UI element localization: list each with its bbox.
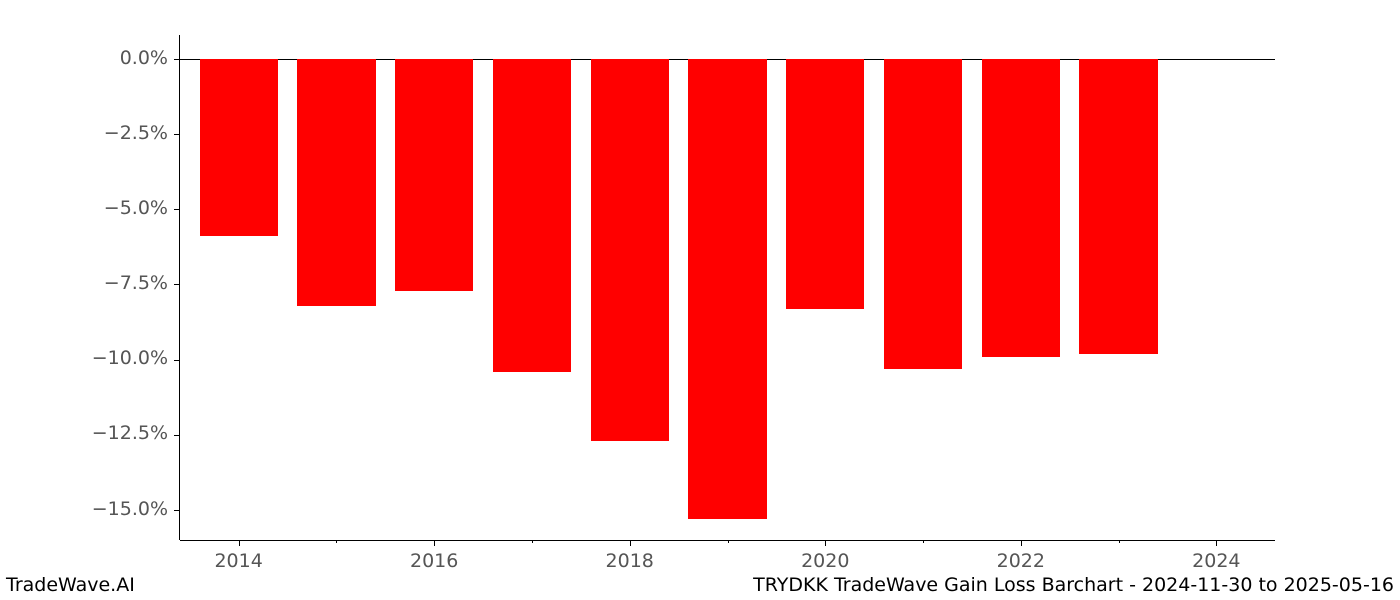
y-tick-label: 0.0% bbox=[120, 47, 168, 69]
bar bbox=[591, 59, 669, 441]
x-minor-tick bbox=[336, 540, 337, 543]
y-tick-label: −5.0% bbox=[104, 197, 168, 219]
x-tick bbox=[1021, 540, 1022, 546]
x-tick bbox=[239, 540, 240, 546]
bar bbox=[688, 59, 766, 519]
bar bbox=[982, 59, 1060, 357]
bar bbox=[297, 59, 375, 305]
y-tick-label: −2.5% bbox=[104, 122, 168, 144]
x-tick-label: 2020 bbox=[795, 550, 855, 572]
bar bbox=[493, 59, 571, 372]
bar bbox=[395, 59, 473, 290]
x-tick bbox=[1216, 540, 1217, 546]
y-tick-label: −7.5% bbox=[104, 272, 168, 294]
x-tick bbox=[630, 540, 631, 546]
footer-right-label: TRYDKK TradeWave Gain Loss Barchart - 20… bbox=[753, 574, 1394, 596]
x-tick-label: 2014 bbox=[209, 550, 269, 572]
y-tick bbox=[174, 435, 180, 436]
y-tick bbox=[174, 59, 180, 60]
x-tick-label: 2018 bbox=[600, 550, 660, 572]
x-tick bbox=[825, 540, 826, 546]
x-minor-tick bbox=[728, 540, 729, 543]
x-tick-label: 2022 bbox=[991, 550, 1051, 572]
bar bbox=[884, 59, 962, 369]
x-minor-tick bbox=[532, 540, 533, 543]
x-tick-label: 2024 bbox=[1186, 550, 1246, 572]
y-tick bbox=[174, 209, 180, 210]
y-tick-label: −10.0% bbox=[92, 347, 168, 369]
footer-left-label: TradeWave.AI bbox=[6, 574, 135, 596]
x-tick bbox=[434, 540, 435, 546]
x-minor-tick bbox=[1119, 540, 1120, 543]
bar bbox=[1079, 59, 1157, 354]
bar bbox=[786, 59, 864, 308]
y-tick bbox=[174, 284, 180, 285]
chart-container: 0.0% −2.5% −5.0% −7.5% −10.0% −12.5% −15.0% 201… bbox=[0, 0, 1400, 600]
y-axis-spine bbox=[179, 35, 180, 540]
y-tick bbox=[174, 510, 180, 511]
x-tick-label: 2016 bbox=[404, 550, 464, 572]
y-tick-label: −15.0% bbox=[92, 498, 168, 520]
bar bbox=[200, 59, 278, 236]
y-tick-label: −12.5% bbox=[92, 422, 168, 444]
y-tick bbox=[174, 360, 180, 361]
x-minor-tick bbox=[923, 540, 924, 543]
y-tick bbox=[174, 134, 180, 135]
